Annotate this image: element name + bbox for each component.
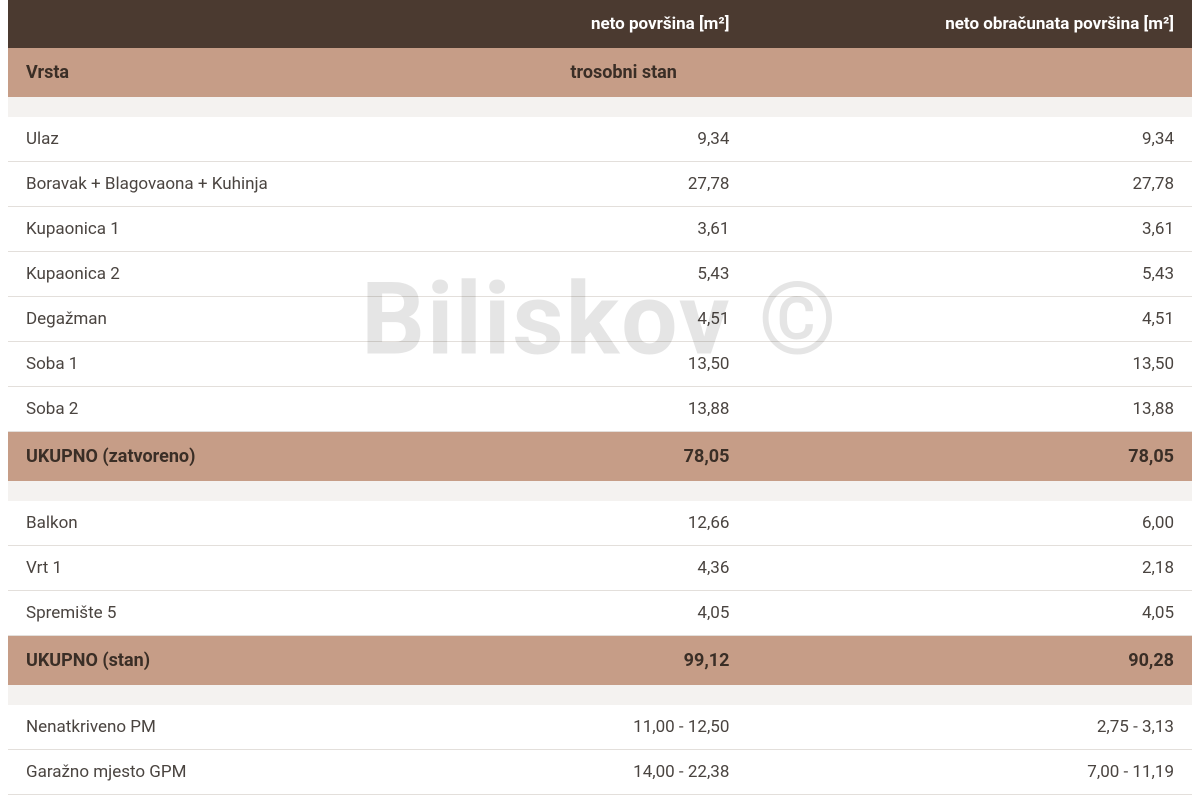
cell-obr: 7,00 - 11,19 xyxy=(789,750,1192,795)
cell-neto: 4,51 xyxy=(458,297,790,342)
spacer-row xyxy=(8,481,1192,501)
cell-neto: 4,05 xyxy=(458,591,790,636)
cell-label: Ulaz xyxy=(8,117,458,162)
cell-obr: 9,34 xyxy=(789,117,1192,162)
cell-label: Kupaonica 2 xyxy=(8,252,458,297)
cell-neto: 5,43 xyxy=(458,252,790,297)
type-row: Vrsta trosobni stan xyxy=(8,48,1192,97)
cell-label: Degažman xyxy=(8,297,458,342)
cell-obr: 4,05 xyxy=(789,591,1192,636)
cell-obr: 27,78 xyxy=(789,162,1192,207)
type-empty xyxy=(789,48,1192,97)
table-header-row: neto površina [m²] neto obračunata površ… xyxy=(8,0,1192,48)
header-empty xyxy=(8,0,458,48)
cell-neto: 13,88 xyxy=(458,387,790,432)
cell-neto: 13,50 xyxy=(458,342,790,387)
table-row: Soba 1 13,50 13,50 xyxy=(8,342,1192,387)
cell-neto: 27,78 xyxy=(458,162,790,207)
table-row: Nenatkriveno PM 11,00 - 12,50 2,75 - 3,1… xyxy=(8,705,1192,750)
cell-label: Garažno mjesto GPM xyxy=(8,750,458,795)
cell-label: Nenatkriveno PM xyxy=(8,705,458,750)
cell-neto: 9,34 xyxy=(458,117,790,162)
spacer-row xyxy=(8,685,1192,705)
type-label: Vrsta xyxy=(8,48,458,97)
cell-obr: 4,51 xyxy=(789,297,1192,342)
cell-label: Soba 1 xyxy=(8,342,458,387)
header-neto: neto površina [m²] xyxy=(458,0,790,48)
cell-label: Vrt 1 xyxy=(8,546,458,591)
table-row: Spremište 5 4,05 4,05 xyxy=(8,591,1192,636)
cell-label: Spremište 5 xyxy=(8,591,458,636)
area-table: neto površina [m²] neto obračunata površ… xyxy=(8,0,1192,795)
cell-neto: 11,00 - 12,50 xyxy=(458,705,790,750)
area-table-sheet: Biliskov © neto površina [m²] neto obrač… xyxy=(0,0,1200,795)
cell-label: Boravak + Blagovaona + Kuhinja xyxy=(8,162,458,207)
table-row: Vrt 1 4,36 2,18 xyxy=(8,546,1192,591)
table-row: Ulaz 9,34 9,34 xyxy=(8,117,1192,162)
cell-label: Kupaonica 1 xyxy=(8,207,458,252)
cell-obr: 13,50 xyxy=(789,342,1192,387)
sum-row-stan: UKUPNO (stan) 99,12 90,28 xyxy=(8,636,1192,686)
table-row: Kupaonica 1 3,61 3,61 xyxy=(8,207,1192,252)
cell-label: Soba 2 xyxy=(8,387,458,432)
table-row: Soba 2 13,88 13,88 xyxy=(8,387,1192,432)
table-row: Boravak + Blagovaona + Kuhinja 27,78 27,… xyxy=(8,162,1192,207)
table-row: Degažman 4,51 4,51 xyxy=(8,297,1192,342)
cell-obr: 2,75 - 3,13 xyxy=(789,705,1192,750)
sum-row-zatvoreno: UKUPNO (zatvoreno) 78,05 78,05 xyxy=(8,432,1192,482)
cell-label: Balkon xyxy=(8,501,458,546)
cell-neto: 4,36 xyxy=(458,546,790,591)
cell-neto: 12,66 xyxy=(458,501,790,546)
sum-label: UKUPNO (zatvoreno) xyxy=(8,432,458,482)
spacer-row xyxy=(8,97,1192,117)
sum-obr: 78,05 xyxy=(789,432,1192,482)
cell-neto: 3,61 xyxy=(458,207,790,252)
table-row: Balkon 12,66 6,00 xyxy=(8,501,1192,546)
cell-obr: 13,88 xyxy=(789,387,1192,432)
cell-obr: 2,18 xyxy=(789,546,1192,591)
table-row: Kupaonica 2 5,43 5,43 xyxy=(8,252,1192,297)
table-row: Garažno mjesto GPM 14,00 - 22,38 7,00 - … xyxy=(8,750,1192,795)
sum-neto: 99,12 xyxy=(458,636,790,686)
header-obracunata: neto obračunata površina [m²] xyxy=(789,0,1192,48)
sum-label: UKUPNO (stan) xyxy=(8,636,458,686)
cell-neto: 14,00 - 22,38 xyxy=(458,750,790,795)
sum-obr: 90,28 xyxy=(789,636,1192,686)
cell-obr: 6,00 xyxy=(789,501,1192,546)
cell-obr: 5,43 xyxy=(789,252,1192,297)
cell-obr: 3,61 xyxy=(789,207,1192,252)
type-value: trosobni stan xyxy=(458,48,790,97)
sum-neto: 78,05 xyxy=(458,432,790,482)
